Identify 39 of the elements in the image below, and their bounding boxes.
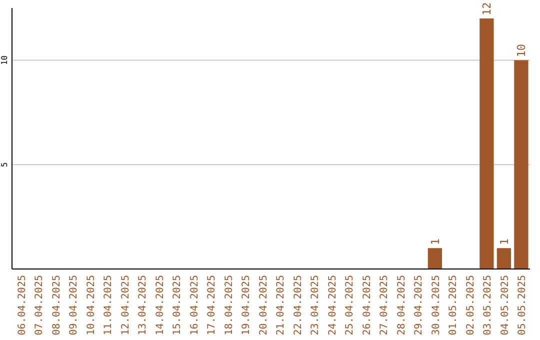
x-tick-label: 30.04.2025 [430,275,442,336]
bar [428,248,442,269]
x-tick-label: 20.04.2025 [258,275,270,336]
x-tick-label: 25.04.2025 [344,275,356,336]
x-tick-label: 27.04.2025 [379,275,390,336]
x-tick-label: 16.04.2025 [189,275,200,336]
x-tick-label: 29.04.2025 [414,275,425,336]
x-tick-label: 06.04.2025 [16,275,28,336]
x-tick-label: 01.05.2025 [448,275,460,336]
data-label: 12 [480,2,494,16]
x-tick-label: 17.04.2025 [206,275,218,336]
x-tick-label: 26.04.2025 [362,275,373,336]
x-tick-label: 07.04.2025 [34,275,46,336]
x-tick-label: 09.04.2025 [68,275,80,336]
data-label: 10 [515,44,528,58]
x-tick-label: 11.04.2025 [103,275,114,336]
x-tick-label: 28.04.2025 [396,275,408,336]
x-tick-label: 10.04.2025 [86,275,97,336]
bar [514,60,528,269]
x-tick-label: 12.04.2025 [120,275,132,336]
x-tick-label: 04.05.2025 [500,275,511,336]
x-tick-label: 13.04.2025 [138,275,149,336]
x-tick-label: 05.05.2025 [517,275,528,336]
x-tick-label: 08.04.2025 [51,275,62,336]
x-tick-label: 21.04.2025 [276,275,287,336]
data-label: 1 [498,238,511,246]
x-tick-label: 23.04.2025 [310,275,322,336]
x-tick-label: 22.04.2025 [292,275,304,336]
data-label: 1 [428,238,442,246]
x-tick-label: 03.05.2025 [482,275,494,336]
x-tick-label: 18.04.2025 [224,275,235,336]
x-tick-label: 14.04.2025 [154,275,166,336]
bar [496,248,512,269]
x-tick-label: 02.05.2025 [465,275,476,336]
x-tick-label: 19.04.2025 [241,275,252,336]
x-tick-label: 24.04.2025 [327,275,338,336]
bar [480,18,494,269]
x-tick-label: 15.04.2025 [172,275,184,336]
y-tick-label: 5 [0,162,9,168]
